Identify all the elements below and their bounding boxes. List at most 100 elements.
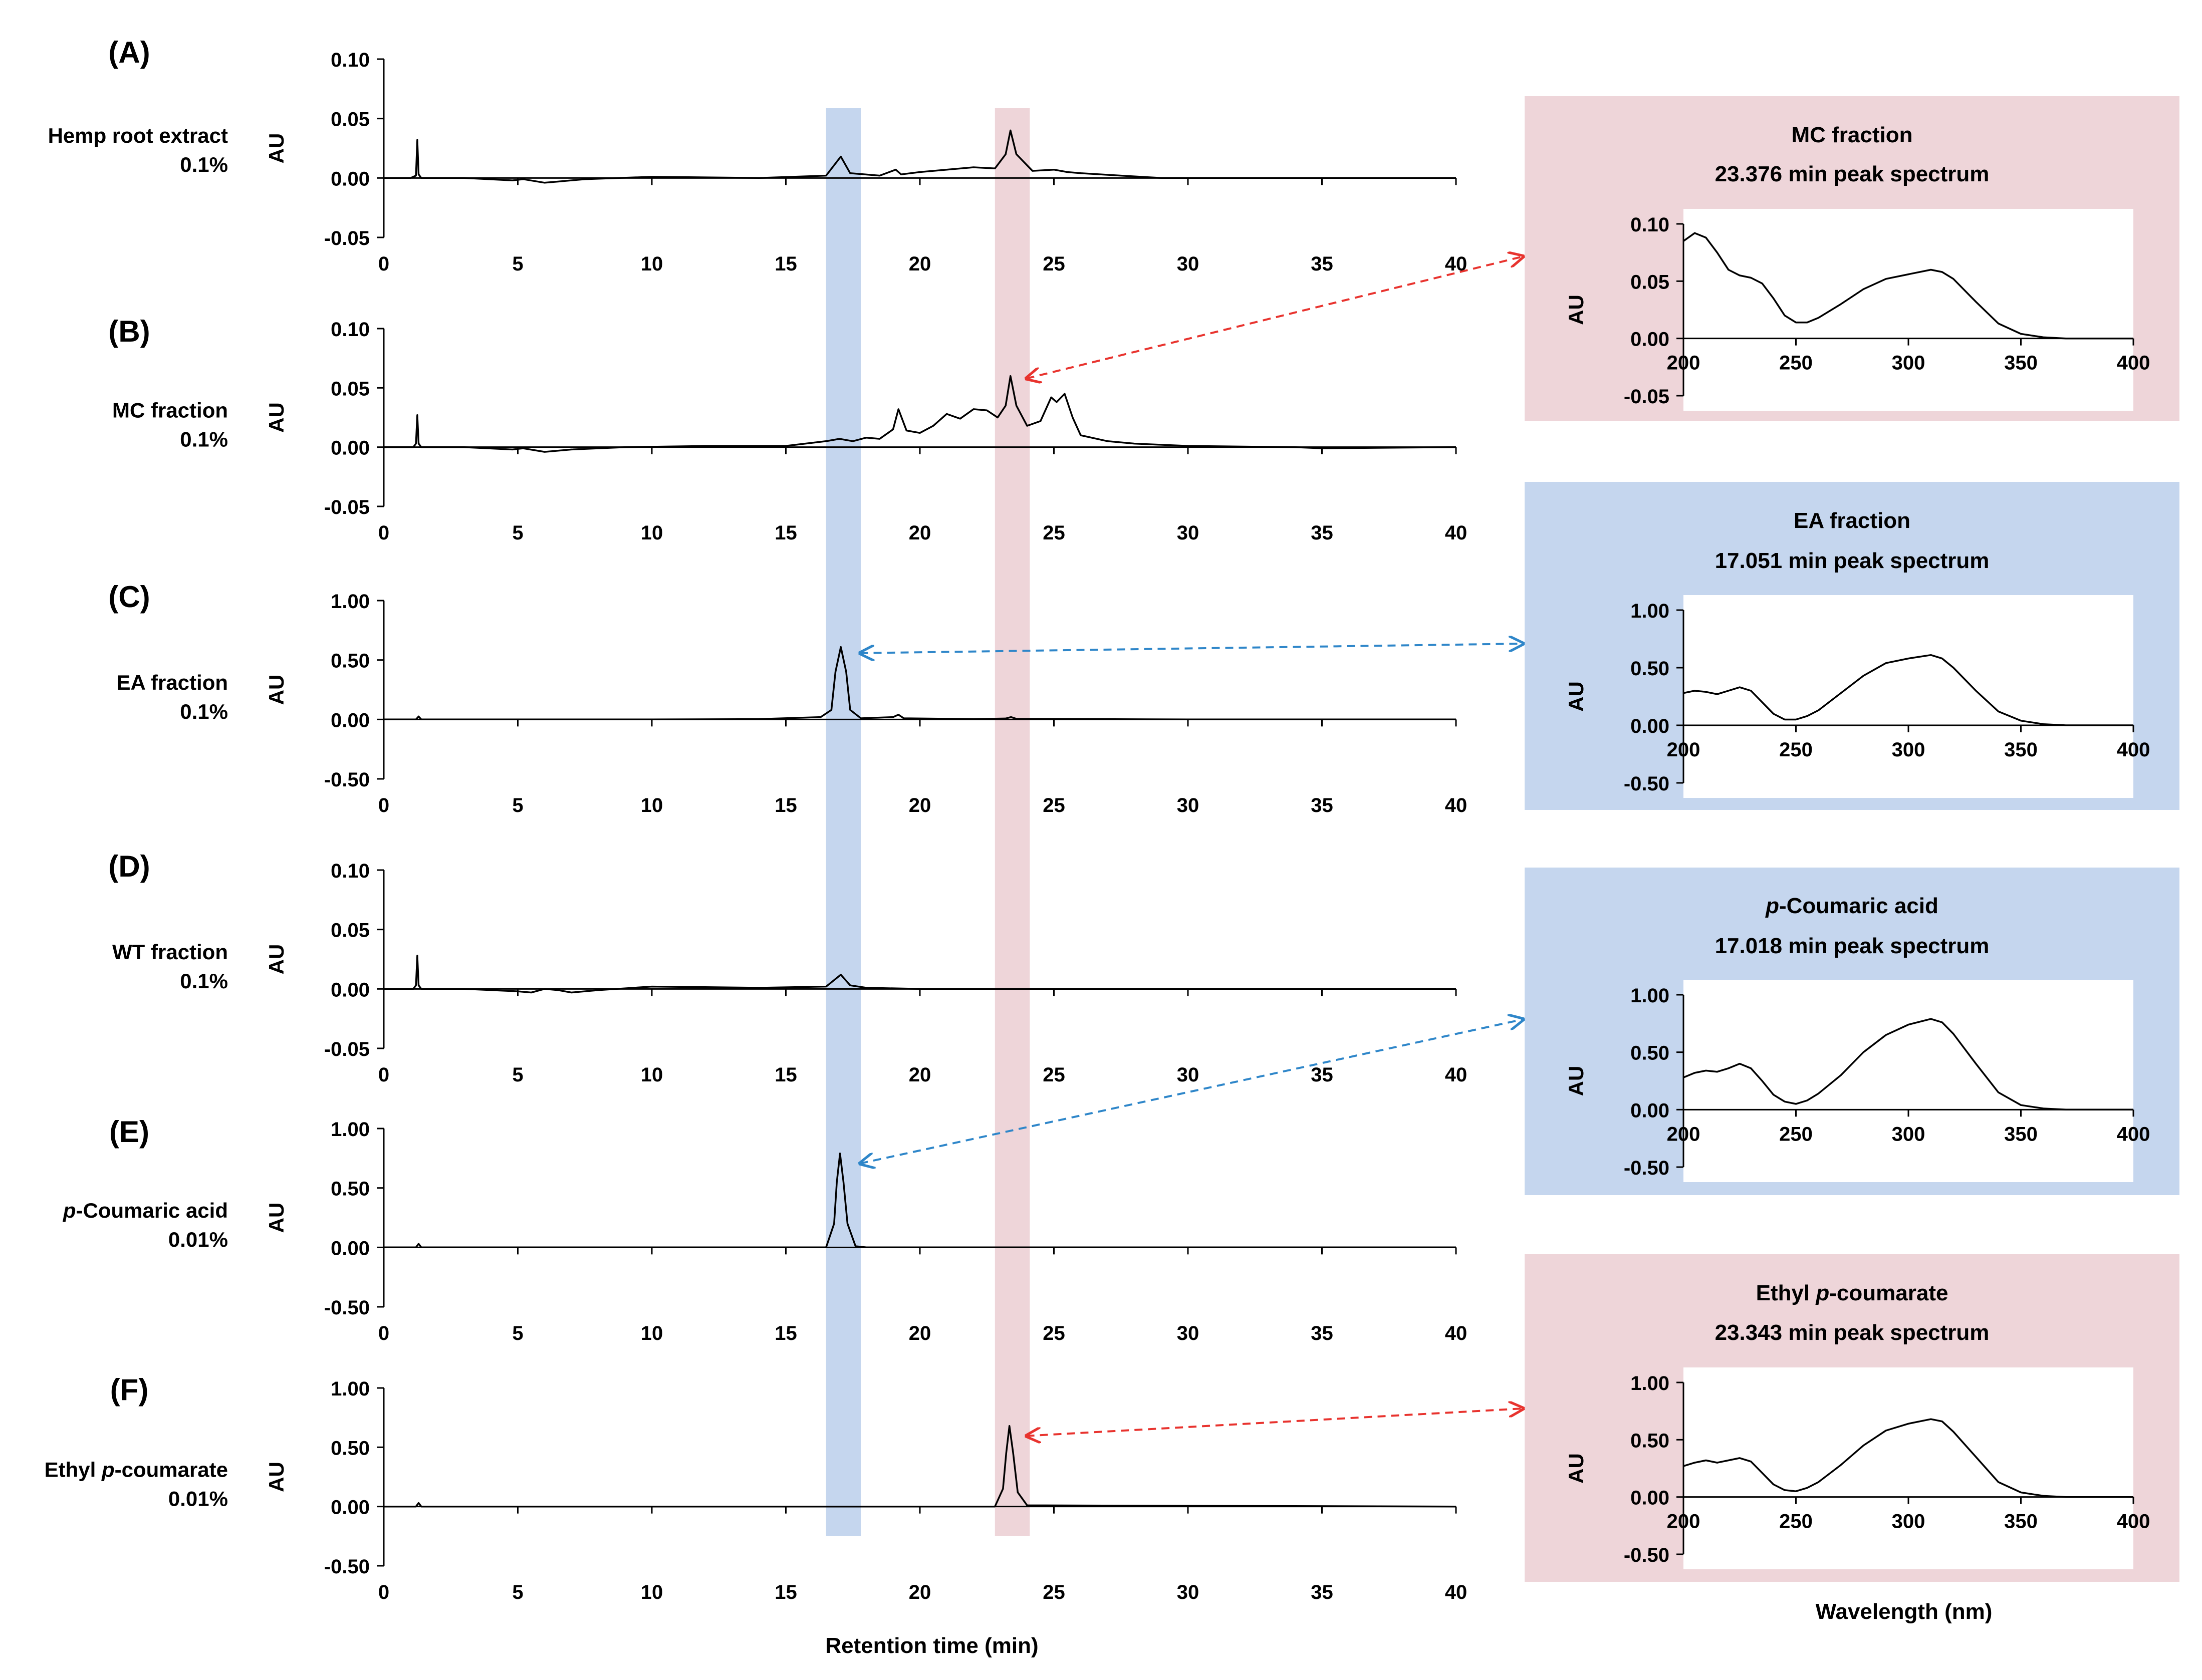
x-tick-label: 250 [1779, 1123, 1813, 1145]
x-tick-label: 200 [1667, 739, 1700, 761]
x-tick-label: 40 [1445, 1322, 1467, 1344]
spectrum-panel: 0.10 0.05 0.00 -0.05 200 250 300 350 400 AU [1564, 214, 2150, 408]
x-tick-label: 400 [2117, 739, 2150, 761]
x-tick-label: 10 [641, 522, 663, 544]
y-axis-label: AU [1564, 681, 1588, 712]
x-tick-label: 35 [1311, 1581, 1333, 1603]
x-tick-label: 10 [641, 1581, 663, 1603]
x-tick-label: 5 [512, 1322, 523, 1344]
x-tick-label: 300 [1892, 352, 1925, 374]
highlight-band-pink [995, 108, 1030, 1536]
x-tick-label: 30 [1177, 1064, 1199, 1086]
y-tick-label: 0.00 [1630, 1487, 1669, 1509]
link-arrow [1027, 1409, 1523, 1436]
spectrum-plot-area [1683, 980, 2133, 1182]
x-tick-label: 35 [1311, 794, 1333, 816]
x-tick-label: 200 [1667, 1511, 1700, 1533]
sample-concentration-label: 0.1% [180, 428, 228, 451]
x-tick-label: 0 [378, 1581, 389, 1603]
y-tick-label: -0.50 [324, 769, 370, 791]
sample-concentration-label: 0.01% [168, 1487, 228, 1511]
y-tick-label: 0.00 [331, 979, 370, 1001]
panel-label: (C) [108, 580, 150, 614]
x-tick-label: 25 [1043, 522, 1065, 544]
x-tick-label: 15 [775, 1322, 797, 1344]
y-tick-label: 1.00 [331, 1118, 370, 1141]
y-axis-label: AU [265, 402, 288, 433]
panel-label: (D) [108, 850, 150, 883]
sample-concentration-label: 0.1% [180, 153, 228, 176]
y-tick-label: 0.05 [331, 920, 370, 942]
x-tick-label: 30 [1177, 522, 1199, 544]
x-tick-label: 5 [512, 522, 523, 544]
x-tick-label: 30 [1177, 1322, 1199, 1344]
x-tick-label: 200 [1667, 352, 1700, 374]
sample-name-label: WT fraction [112, 940, 228, 964]
x-tick-label: 350 [2004, 1511, 2038, 1533]
x-tick-label: 400 [2117, 1123, 2150, 1145]
spectrum-subtitle: 17.018 min peak spectrum [1715, 934, 1990, 958]
x-tick-label: 10 [641, 253, 663, 275]
y-tick-label: 1.00 [331, 1378, 370, 1400]
x-tick-label: 25 [1043, 1322, 1065, 1344]
y-tick-label: 0.05 [331, 378, 370, 400]
spectrum-title: MC fraction [1792, 123, 1913, 147]
data-series-line [384, 1425, 1456, 1508]
y-tick-label: -0.50 [1624, 1157, 1669, 1179]
y-tick-label: 0.10 [331, 49, 370, 71]
spectrum-subtitle: 23.343 min peak spectrum [1715, 1320, 1990, 1345]
y-tick-label: -0.50 [1624, 1544, 1669, 1566]
spectrum-title: EA fraction [1794, 508, 1910, 533]
x-tick-label: 0 [378, 1064, 389, 1086]
x-tick-label: 25 [1043, 1581, 1065, 1603]
data-series-line [1683, 1418, 2133, 1498]
data-series-line [384, 955, 1456, 994]
y-tick-label: 0.10 [1630, 214, 1669, 236]
spectrum-subtitle: 23.376 min peak spectrum [1715, 162, 1990, 186]
x-tick-label: 20 [909, 1322, 931, 1344]
y-tick-label: 0.05 [331, 109, 370, 131]
y-tick-label: 0.50 [331, 1437, 370, 1459]
x-tick-label: 15 [775, 253, 797, 275]
spectrum-plot-area [1683, 595, 2133, 798]
y-tick-label: 1.00 [1630, 600, 1669, 622]
x-tick-label: 15 [775, 522, 797, 544]
x-tick-label: 300 [1892, 739, 1925, 761]
x-tick-label: 40 [1445, 794, 1467, 816]
x-tick-label: 40 [1445, 1064, 1467, 1086]
data-series-line [1682, 232, 2133, 340]
chromatogram-panel: 0.10 0.05 0.00 -0.05 0 5 10 15 20 25 30 35 40 AU [265, 860, 1467, 1086]
x-tick-label: 0 [378, 522, 389, 544]
x-tick-label: 30 [1177, 1581, 1199, 1603]
highlight-band-blue [826, 108, 861, 1536]
x-tick-label: 5 [512, 1581, 523, 1603]
y-tick-label: 0.50 [1630, 1042, 1669, 1064]
y-tick-label: 1.00 [1630, 985, 1669, 1007]
y-tick-label: -0.50 [1624, 773, 1669, 795]
panel-label: (E) [109, 1115, 149, 1149]
x-tick-label: 20 [909, 253, 931, 275]
y-tick-label: -0.05 [324, 227, 370, 249]
x-tick-label: 10 [641, 1064, 663, 1086]
x-tick-label: 15 [775, 794, 797, 816]
y-axis-label: AU [1564, 1453, 1588, 1484]
panel-label: (A) [108, 36, 150, 69]
y-tick-label: -0.05 [324, 496, 370, 518]
chromatogram-panel: 1.00 0.50 0.00 -0.50 0 5 10 15 20 25 30 35 40 AU [265, 591, 1467, 816]
y-tick-label: -0.05 [1624, 386, 1669, 408]
y-tick-label: 0.00 [1630, 1099, 1669, 1122]
x-tick-label: 5 [512, 794, 523, 816]
spectrum-plot-area [1683, 1367, 2133, 1569]
spectrum-panel: 1.00 0.50 0.00 -0.50 200 250 300 350 400 AU [1564, 600, 2150, 795]
x-tick-label: 40 [1445, 1581, 1467, 1603]
data-series-line [1683, 1018, 2133, 1111]
x-tick-label: 20 [909, 794, 931, 816]
spectrum-panel: 1.00 0.50 0.00 -0.50 200 250 300 350 400 AU [1564, 985, 2150, 1179]
x-tick-label: 30 [1177, 253, 1199, 275]
spectrum-title: Ethyl p-coumarate [1756, 1281, 1948, 1305]
x-tick-label: 35 [1311, 253, 1333, 275]
y-axis-label: AU [1564, 1066, 1588, 1096]
y-axis-label: AU [265, 1462, 288, 1492]
spectra-x-axis-title: Wavelength (nm) [1816, 1599, 1993, 1624]
